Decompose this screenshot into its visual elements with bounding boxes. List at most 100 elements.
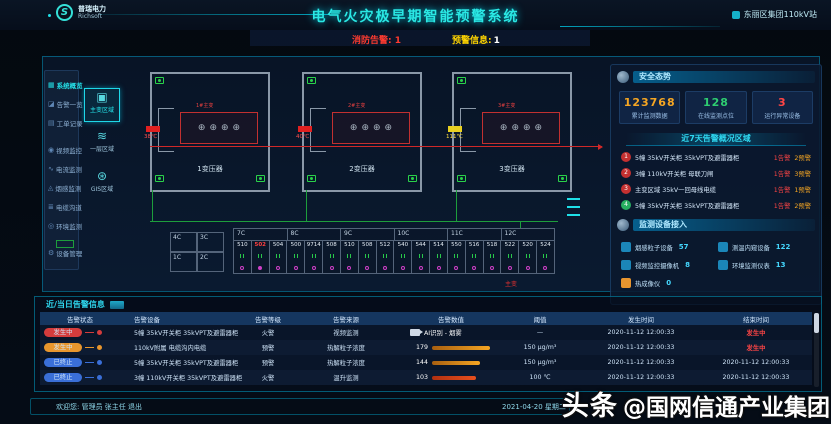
- week-alarm-row[interactable]: 2 3幢 110kV开关柜 母联刀闸 1告警 3预警: [611, 165, 821, 181]
- cabinet-cell[interactable]: 550: [448, 241, 466, 273]
- cabinet-cell[interactable]: 520: [519, 241, 538, 273]
- cabinet-cell[interactable]: 508: [323, 241, 341, 273]
- layer-button-label: GIS区域: [90, 186, 114, 193]
- alarm-row[interactable]: 发生中 110kV附属 电缆沟内电缆 预警 热解粒子浓度 179 150 μg/…: [40, 340, 812, 355]
- cabinet-cell[interactable]: 522: [501, 241, 520, 273]
- sidebar-item-alarms[interactable]: ◪ 告警一览: [45, 94, 83, 113]
- alarm-row[interactable]: 发生中 5幢 35kV开关柜 35kVPT及避雷器柜 火警 视频监测 AI识别 …: [40, 325, 812, 340]
- transformer-room-3[interactable]: 3#主变 ⊕ ⊕ ⊕ ⊕ 111℃ 3变压器: [446, 72, 572, 192]
- sidebar-item-smoke[interactable]: ◬ 烟感监测: [45, 178, 82, 197]
- station-icon: [731, 10, 740, 19]
- week-alarm-row[interactable]: 1 5幢 35kV开关柜 35kVPT及避雷器柜 1告警 2预警: [611, 149, 821, 165]
- col-source: 告警来源: [333, 315, 359, 324]
- warning-info-value: 1: [493, 36, 500, 46]
- cabinet-cell[interactable]: 512: [377, 241, 395, 273]
- logout-link[interactable]: 退出: [128, 403, 143, 411]
- alarm-row[interactable]: 已终止 3幢 110kV开关柜 35kVPT及避雷器柜 火警 温升监测 103 …: [40, 370, 812, 385]
- layer-button-gis[interactable]: ⊛ GIS区域: [84, 168, 120, 202]
- shield-icon: [617, 71, 629, 83]
- cabinet-box: 3C: [197, 232, 224, 252]
- safety-stats: 123768 累计监测数据 128 在线监测点位 3 运行异常设备: [619, 91, 813, 124]
- device-hub-icon: [617, 219, 629, 231]
- layer-button-main-transformer[interactable]: ▣ 主变区域: [84, 88, 120, 122]
- cabinet-cell[interactable]: 524: [537, 241, 554, 273]
- alarm-table-title: 近/当日告警信息: [46, 299, 124, 310]
- sidebar-item-settings[interactable]: ⚙ 设备管理: [45, 243, 82, 262]
- main-transformer-tag: 主变: [505, 281, 518, 288]
- cabinet-cell[interactable]: 510: [234, 241, 252, 273]
- temperature-badge: [146, 126, 160, 132]
- transformer-room-2[interactable]: 2#主变 ⊕ ⊕ ⊕ ⊕ 40℃ 2变压器: [296, 72, 422, 192]
- watermark: 头条 @国网信通产业集团: [562, 384, 830, 423]
- rank-badge: 3: [621, 184, 631, 194]
- fire-alarm-count[interactable]: 消防告警: 1: [352, 36, 401, 46]
- cabinet-cell[interactable]: 516: [466, 241, 484, 273]
- layer-button-first-floor[interactable]: ≋ 一层区域: [84, 128, 120, 162]
- camera-icon[interactable]: [408, 175, 417, 182]
- sidebar-item-workorders[interactable]: ▤ 工单记录: [45, 113, 83, 132]
- table-filter-icon[interactable]: [109, 300, 124, 309]
- alarm-value: AI识别 - 烟雾: [424, 330, 462, 337]
- temperature-value: 111℃: [446, 134, 463, 140]
- sidebar-item-label: 烟感监测: [55, 184, 82, 193]
- cabinet-cell[interactable]: 504: [270, 241, 288, 273]
- device-access-grid: 烟感粒子设备 57 视频监控摄像机 8 热成像仪 0 测温内窥设备 122 环境监测仪表…: [621, 238, 815, 292]
- week-alarm-row[interactable]: 4 5幢 35kV开关柜 35kVPT及避雷器柜 1告警 2预警: [611, 197, 821, 213]
- sidebar-item-cable[interactable]: ≣ 电缆沟道: [45, 197, 82, 216]
- scrollbar-thumb[interactable]: [814, 313, 819, 333]
- sidebar-item-video[interactable]: ◉ 视频监控: [45, 140, 82, 159]
- week-alarm-row[interactable]: 3 主变区域 35kV一回母线电缆 1告警 1预警: [611, 181, 821, 197]
- table-scrollbar[interactable]: [814, 313, 819, 387]
- alarm-count: 1告警: [773, 202, 791, 210]
- col-level: 告警等级: [255, 315, 281, 324]
- sidebar-item-overview[interactable]: ▦ 系统概览: [45, 75, 83, 94]
- temperature-value: 40℃: [296, 134, 310, 140]
- alarm-start-time: 2020-11-12 12:00:33: [607, 329, 675, 336]
- logo-title: 普瑞电力: [78, 4, 106, 13]
- col-value: 告警数值: [438, 315, 464, 324]
- cabinet-cell[interactable]: 544: [412, 241, 431, 273]
- alarm-source: 热解粒子浓度: [327, 360, 365, 367]
- workorder-icon: ▤: [48, 118, 55, 127]
- cabinet-cell-alert[interactable]: 502: [252, 241, 270, 273]
- power-line-red: [150, 144, 603, 150]
- station-name: 东丽区集团110kV站: [743, 10, 817, 19]
- sidebar-item-current[interactable]: ∿ 电流监测: [45, 159, 82, 178]
- sidebar-item-label: 设备管理: [56, 249, 83, 258]
- cabinet-cell[interactable]: 510: [341, 241, 359, 273]
- temp-endoscope-icon: [718, 242, 728, 252]
- week-alarm-text: 5幢 35kV开关柜 35kVPT及避雷器柜: [635, 202, 740, 210]
- camera-icon[interactable]: [256, 175, 265, 182]
- footer-date: 2021-04-20 星期二: [502, 403, 566, 411]
- cabinet-cell[interactable]: 508: [359, 241, 377, 273]
- cabinet-group-label: 9C: [341, 229, 395, 240]
- safety-section-title: 安全态势: [639, 72, 671, 81]
- gis-icon: ⊛: [96, 169, 108, 183]
- camera-icon[interactable]: [457, 175, 466, 182]
- map-layer-buttons: ▣ 主变区域 ≋ 一层区域 ⊛ GIS区域: [84, 88, 122, 208]
- sidebar-item-label: 电流监测: [55, 165, 82, 174]
- transformer-room-1[interactable]: 1#主变 ⊕ ⊕ ⊕ ⊕ 38℃ 1变压器: [144, 72, 270, 192]
- cabinet-cell[interactable]: 514: [430, 241, 448, 273]
- camera-icon[interactable]: [307, 175, 316, 182]
- camera-icon[interactable]: [155, 175, 164, 182]
- cabinet-group-label: 10C: [395, 229, 448, 240]
- sidebar-item-label: 环境监测: [56, 222, 83, 231]
- alarm-end-time: 2020-11-12 12:00:33: [722, 374, 790, 381]
- cabinet-cell[interactable]: 500: [287, 241, 306, 273]
- alarm-row[interactable]: 已终止 5幢 35kV开关柜 35kVPT及避雷器柜 预警 热解粒子浓度 144…: [40, 355, 812, 370]
- camera-icon[interactable]: [155, 77, 164, 84]
- transformer-symbol: ⊕ ⊕ ⊕ ⊕: [180, 112, 258, 144]
- station-selector[interactable]: 东丽区集团110kV站: [731, 9, 817, 20]
- value-bar: [432, 375, 476, 380]
- camera-icon[interactable]: [457, 77, 466, 84]
- cabinet-cell[interactable]: 9714: [305, 241, 324, 273]
- sidebar-item-environment[interactable]: ◎ 环境监测: [45, 216, 82, 235]
- alarm-count: 1告警: [773, 170, 791, 178]
- warning-info-count[interactable]: 预警信息: 1: [452, 33, 500, 46]
- cabinet-cell[interactable]: 518: [484, 241, 502, 273]
- cabinet-cell[interactable]: 540: [394, 241, 413, 273]
- camera-icon[interactable]: [558, 175, 567, 182]
- right-panel: 安全态势 123768 累计监测数据 128 在线监测点位 3 运行异常设备 近7天告…: [610, 64, 822, 305]
- camera-icon[interactable]: [307, 77, 316, 84]
